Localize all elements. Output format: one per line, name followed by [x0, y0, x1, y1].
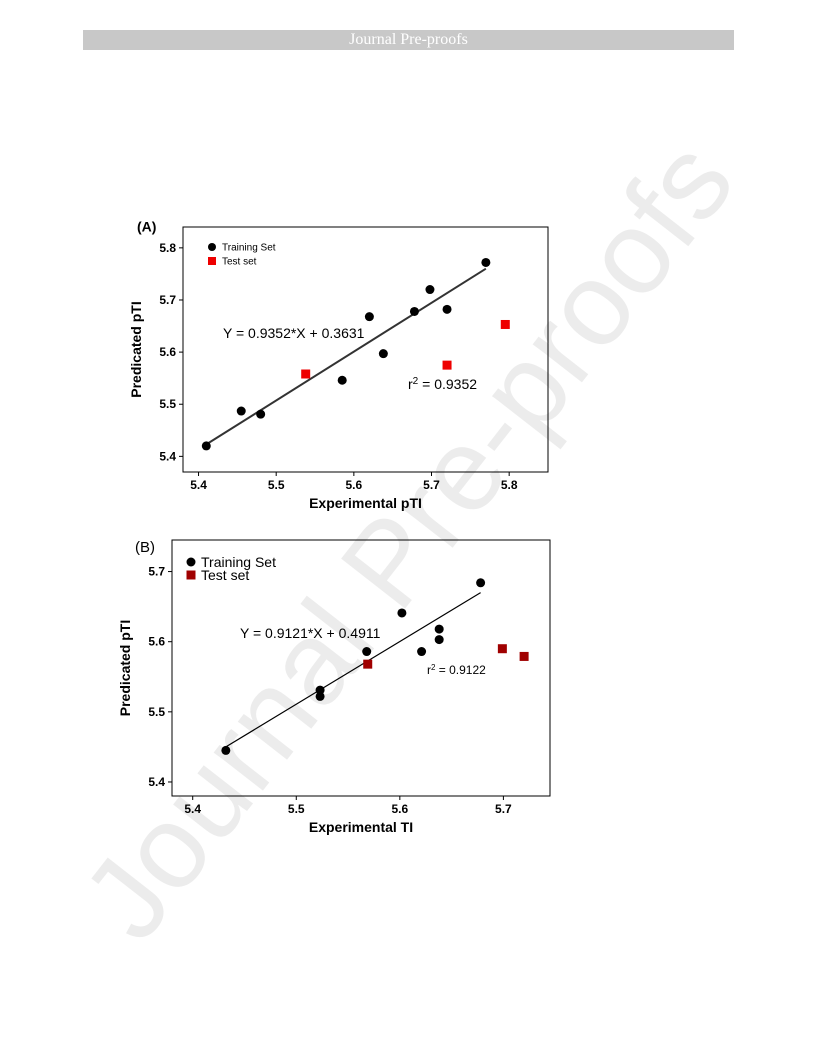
chart1-panel-label: (A) — [137, 219, 156, 235]
chart2-r-squared-label: r2 = 0.9122 — [427, 663, 486, 678]
chart2-x-tick-label: 5.4 — [184, 802, 201, 816]
chart1-y-tick-label: 5.7 — [159, 293, 176, 307]
chart2-training-point — [221, 745, 231, 755]
chart2-fit-line — [225, 592, 481, 748]
chart1-test-point — [442, 360, 452, 370]
chart2-panel-label: (B) — [135, 539, 155, 556]
chart1-x-tick-label: 5.6 — [346, 478, 363, 492]
chart2-legend-marker-training — [186, 557, 196, 567]
chart2-training-point — [434, 624, 444, 634]
chart1-y-axis-label: Predicated pTI — [128, 301, 144, 397]
chart2-legend-label: Training Set — [201, 554, 276, 570]
chart1-test-point — [500, 319, 510, 329]
chart1-test-point — [301, 369, 311, 379]
chart1-training-point — [481, 257, 491, 267]
chart1-r-squared-label: r2 = 0.9352 — [408, 376, 477, 393]
chart2-y-tick-label: 5.6 — [148, 635, 165, 649]
chart2-plot-frame — [171, 539, 551, 797]
chart1-training-point — [425, 285, 435, 295]
chart2-legend-label: Test set — [201, 567, 249, 583]
chart1-x-tick-label: 5.4 — [190, 478, 207, 492]
chart1-x-axis-label: Experimental pTI — [309, 495, 422, 511]
chart1-legend-label: Training Set — [222, 243, 276, 254]
chart1-training-point — [442, 304, 452, 314]
chart2-test-point — [497, 644, 507, 654]
chart1-plot-frame — [182, 226, 549, 473]
chart1-legend-marker-training — [208, 243, 216, 251]
chart2-test-point — [519, 651, 529, 661]
chart2-training-point — [397, 608, 407, 618]
chart1-fit-line — [205, 267, 487, 446]
chart1-x-tick-label: 5.8 — [501, 478, 518, 492]
chart2-test-point — [363, 659, 373, 669]
chart1-regression-equation: Y = 0.9352*X + 0.3631 — [223, 325, 365, 341]
chart2-regression-equation: Y = 0.9121*X + 0.4911 — [240, 625, 381, 641]
chart2-legend-marker-test — [186, 570, 196, 580]
chart2-training-point — [362, 647, 372, 657]
chart1-training-point — [236, 406, 246, 416]
chart2-x-tick-label: 5.6 — [391, 802, 408, 816]
chart1-legend-marker-test — [208, 257, 216, 265]
chart2-y-tick-label: 5.4 — [148, 775, 165, 789]
chart1-x-tick-label: 5.5 — [268, 478, 285, 492]
journal-banner: Journal Pre-proofs — [83, 30, 734, 50]
chart1-training-point — [256, 409, 266, 419]
chart2-training-point — [315, 691, 325, 701]
chart1-training-point — [201, 441, 211, 451]
chart2-training-point — [417, 647, 427, 657]
chart1-training-point — [364, 312, 374, 322]
chart2-training-point — [434, 635, 444, 645]
chart1-y-tick-label: 5.4 — [159, 449, 176, 463]
chart1-legend-label: Test set — [222, 257, 257, 268]
chart2-x-tick-label: 5.5 — [288, 802, 305, 816]
chart1-training-point — [337, 375, 347, 385]
chart2-training-point — [476, 578, 486, 588]
chart1-training-point — [378, 349, 388, 359]
chart2-x-tick-label: 5.7 — [495, 802, 512, 816]
chart2-training-point — [315, 685, 325, 695]
chart2-y-axis-label: Predicated pTI — [117, 620, 133, 716]
chart2-x-axis-label: Experimental TI — [309, 819, 413, 835]
chart1-x-tick-label: 5.7 — [423, 478, 440, 492]
chart1-training-point — [409, 306, 419, 316]
chart1-y-tick-label: 5.8 — [159, 241, 176, 255]
chart2-y-tick-label: 5.5 — [148, 705, 165, 719]
chart1-y-tick-label: 5.5 — [159, 397, 176, 411]
chart2-y-tick-label: 5.7 — [148, 565, 165, 579]
chart1-y-tick-label: 5.6 — [159, 345, 176, 359]
